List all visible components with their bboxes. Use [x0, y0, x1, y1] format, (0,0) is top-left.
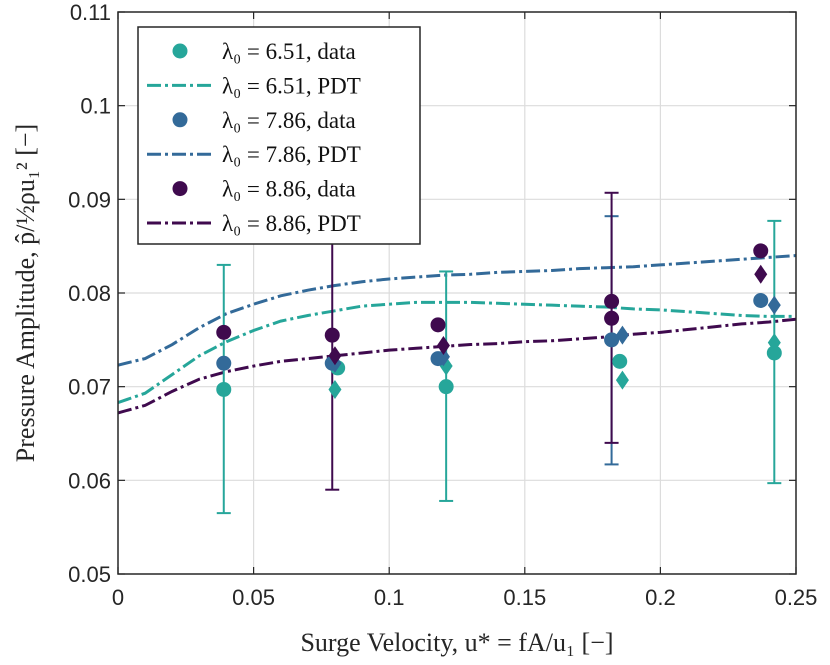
data-point-circle	[604, 293, 620, 309]
x-tick-label: 0.2	[645, 585, 676, 610]
legend-marker	[172, 112, 188, 128]
data-point-diamond	[754, 264, 768, 284]
y-tick-label: 0.09	[68, 187, 111, 212]
y-tick-label: 0.06	[68, 468, 111, 493]
legend-label: λ₀ = 7.86, data	[222, 108, 356, 133]
data-point-circle	[766, 345, 782, 361]
data-point-diamond	[436, 335, 450, 355]
data-point-diamond	[328, 346, 342, 366]
legend-label: λ₀ = 7.86, PDT	[222, 142, 361, 167]
y-tick-label: 0.05	[68, 562, 111, 587]
y-tick-label: 0.11	[70, 0, 111, 25]
data-point-diamond	[436, 347, 450, 367]
series-lines	[118, 254, 796, 415]
data-point-circle	[612, 353, 628, 369]
data-point-circle	[216, 355, 232, 371]
x-tick-label: 0.1	[374, 585, 405, 610]
data-point-diamond	[767, 333, 781, 353]
x-tick-label: 0.05	[232, 585, 275, 610]
data-point-diamond	[767, 295, 781, 315]
legend-box	[137, 26, 421, 245]
data-point-circle	[216, 324, 232, 340]
data-point-circle	[324, 327, 340, 343]
data-point-circle	[216, 381, 232, 397]
x-tick-label: 0.15	[503, 585, 546, 610]
y-tick-label: 0.07	[68, 375, 111, 400]
data-markers	[216, 243, 782, 399]
data-point-diamond	[615, 370, 629, 390]
y-axis-label: Pressure Amplitude, p̂/½ρu₁² [−]	[11, 124, 40, 462]
legend-label: λ₀ = 8.86, data	[222, 177, 356, 202]
x-tick-label: 0	[112, 585, 124, 610]
legend-label: λ₀ = 6.51, PDT	[222, 73, 361, 98]
data-point-circle	[604, 332, 620, 348]
legend-marker	[172, 181, 188, 197]
pdt-line-series-1	[118, 254, 796, 367]
legend-label: λ₀ = 6.51, data	[222, 39, 356, 64]
legend-label: λ₀ = 8.86, PDT	[222, 211, 361, 236]
data-point-diamond	[328, 379, 342, 399]
x-tick-label: 0.25	[775, 585, 818, 610]
data-point-circle	[438, 379, 454, 395]
data-point-circle	[753, 243, 769, 259]
legend-marker	[172, 43, 188, 59]
data-point-circle	[604, 310, 620, 326]
y-tick-label: 0.08	[68, 281, 111, 306]
data-point-circle	[753, 292, 769, 308]
axis-ticks: 0 0.05 0.1 0.15 0.2 0.250.050.060.070.080.090…	[68, 0, 817, 610]
pdt-line-series-2	[118, 317, 796, 415]
data-point-diamond	[615, 325, 629, 345]
y-tick-label: 0.1	[80, 94, 111, 119]
x-axis-label: Surge Velocity, u* = fA/u₁ [−]	[300, 628, 613, 657]
data-point-circle	[430, 317, 446, 333]
pdt-line-series-0	[118, 300, 796, 405]
legend: λ₀ = 6.51, data λ₀ = 6.51, PDT λ₀ = 7.86, …	[137, 26, 421, 245]
